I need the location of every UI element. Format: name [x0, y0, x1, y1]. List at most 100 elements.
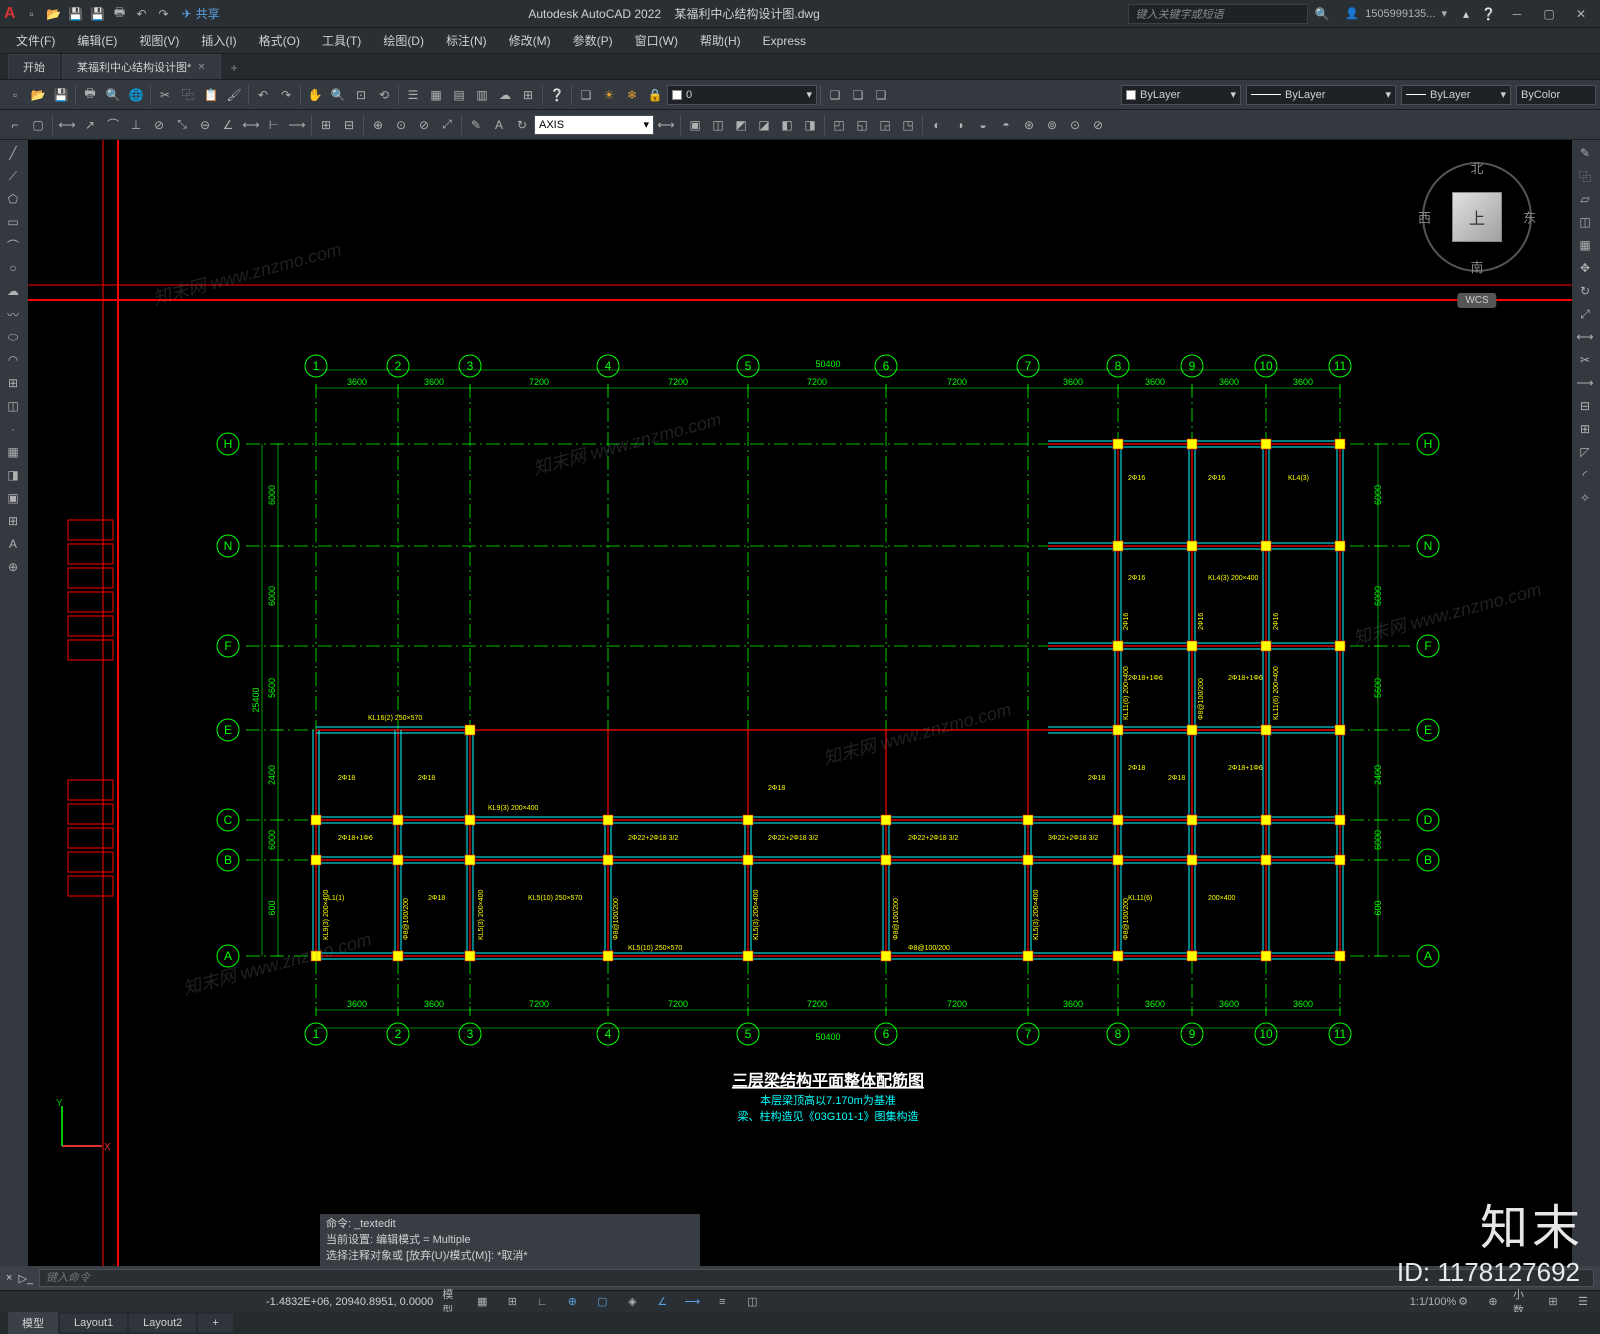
scale-icon[interactable]: ⤢ — [1574, 303, 1596, 325]
mod1-icon[interactable]: ▣ — [684, 114, 706, 136]
menu-12[interactable]: Express — [753, 30, 816, 52]
otrack-toggle[interactable]: ∠ — [651, 1293, 673, 1311]
extend-icon[interactable]: ⟶ — [1574, 372, 1596, 394]
block-icon[interactable]: ◫ — [2, 395, 24, 417]
jog-line-icon[interactable]: ⤢ — [436, 114, 458, 136]
ellipse-icon[interactable]: ⬭ — [2, 326, 24, 348]
layer-lock-icon[interactable]: 🔒 — [644, 84, 666, 106]
dim-linear-icon[interactable]: ⟷ — [56, 114, 78, 136]
tool-palette-icon[interactable]: ▤ — [448, 84, 470, 106]
undo-icon[interactable]: ↶ — [252, 84, 274, 106]
redo-icon[interactable]: ↷ — [156, 6, 172, 22]
menu-7[interactable]: 标注(N) — [436, 28, 497, 53]
viewcube-wcs[interactable]: WCS — [1457, 293, 1496, 308]
3dosnap-toggle[interactable]: ◈ — [621, 1293, 643, 1311]
model-space-button[interactable]: 模型 — [441, 1293, 463, 1311]
scale-button[interactable]: 1:1/100% — [1422, 1293, 1444, 1311]
tolerance-icon[interactable]: ⊕ — [367, 114, 389, 136]
dimstyles-icon[interactable]: ⟷ — [655, 114, 677, 136]
properties-icon[interactable]: ☰ — [402, 84, 424, 106]
zoom-icon[interactable]: 🔍 — [327, 84, 349, 106]
dim-update-icon[interactable]: ↻ — [511, 114, 533, 136]
add-sel-icon[interactable]: ⊕ — [2, 556, 24, 578]
pline-icon[interactable]: ⟋ — [2, 165, 24, 187]
match-icon[interactable]: 🖌 — [223, 84, 245, 106]
mod7-icon[interactable]: ◰ — [828, 114, 850, 136]
user-menu[interactable]: 👤 1505999135... ▾ — [1345, 7, 1447, 20]
layers-icon[interactable]: ❏ — [575, 84, 597, 106]
dim-angular-icon[interactable]: ∠ — [217, 114, 239, 136]
rect-icon[interactable]: ▭ — [2, 211, 24, 233]
open-icon[interactable]: 📂 — [46, 6, 62, 22]
design-icon[interactable]: ▦ — [425, 84, 447, 106]
tab-close-icon[interactable]: ✕ — [197, 62, 205, 73]
color-dropdown[interactable]: ByLayer ▾ — [1121, 85, 1241, 105]
layer-make-icon[interactable]: ❏ — [824, 84, 846, 106]
paste-icon[interactable]: 📋 — [200, 84, 222, 106]
circle-icon[interactable]: ○ — [2, 257, 24, 279]
dyn-toggle[interactable]: ⟶ — [681, 1293, 703, 1311]
stretch-icon[interactable]: ⟷ — [1574, 326, 1596, 348]
dim-ordinate-icon[interactable]: ⊥ — [125, 114, 147, 136]
layer-match-icon[interactable]: ❏ — [847, 84, 869, 106]
lineweight-dropdown[interactable]: ByLayer ▾ — [1401, 85, 1511, 105]
dim-space-icon[interactable]: ⊞ — [315, 114, 337, 136]
spline-icon[interactable]: 〰 — [2, 303, 24, 325]
array-icon[interactable]: ▦ — [1574, 234, 1596, 256]
rotate-icon[interactable]: ↻ — [1574, 280, 1596, 302]
copy-icon[interactable]: ⿻ — [177, 84, 199, 106]
undo-icon[interactable]: ↶ — [134, 6, 150, 22]
help-search[interactable]: 键入关键字或短语 — [1128, 4, 1308, 24]
menu-3[interactable]: 插入(I) — [191, 28, 246, 53]
dim-radius-icon[interactable]: ⊘ — [148, 114, 170, 136]
drawing-canvas[interactable]: 11223344556677889910101111HHNNFFEECDBBAA… — [28, 140, 1572, 1266]
share-button[interactable]: ✈ 共享 — [182, 5, 220, 22]
revcloud-icon[interactable]: ☁ — [2, 280, 24, 302]
layer-prev-icon[interactable]: ❏ — [870, 84, 892, 106]
menu-11[interactable]: 帮助(H) — [690, 28, 751, 53]
explode-icon[interactable]: ✧ — [1574, 487, 1596, 509]
hatch-icon[interactable]: ▦ — [2, 441, 24, 463]
lwt-toggle[interactable]: ≡ — [711, 1293, 733, 1311]
menu-9[interactable]: 参数(P) — [563, 28, 623, 53]
mirror-icon[interactable]: ▱ — [1574, 188, 1596, 210]
fillet-icon[interactable]: ◜ — [1574, 464, 1596, 486]
open-file-icon[interactable]: 📂 — [27, 84, 49, 106]
save-file-icon[interactable]: 💾 — [50, 84, 72, 106]
snap-toggle[interactable]: ⊞ — [501, 1293, 523, 1311]
tsp-toggle[interactable]: ◫ — [741, 1293, 763, 1311]
mtext-icon[interactable]: A — [2, 533, 24, 555]
center-icon[interactable]: ⊙ — [390, 114, 412, 136]
mod5-icon[interactable]: ◧ — [776, 114, 798, 136]
dim-aligned-icon[interactable]: ↗ — [79, 114, 101, 136]
ellipse-arc-icon[interactable]: ◠ — [2, 349, 24, 371]
menu-6[interactable]: 绘图(D) — [373, 28, 434, 53]
dim-quick-icon[interactable]: ⟷ — [240, 114, 262, 136]
zoom-prev-icon[interactable]: ⟲ — [373, 84, 395, 106]
new-icon[interactable]: ▫ — [24, 6, 40, 22]
grid-toggle[interactable]: ▦ — [471, 1293, 493, 1311]
sheet-icon[interactable]: ▥ — [471, 84, 493, 106]
save-icon[interactable]: 💾 — [68, 6, 84, 22]
tab-new[interactable]: + — [223, 57, 246, 79]
mod9-icon[interactable]: ◲ — [874, 114, 896, 136]
render3-icon[interactable]: ◒ — [972, 114, 994, 136]
calc-icon[interactable]: ⊞ — [517, 84, 539, 106]
line-icon[interactable]: ╱ — [2, 142, 24, 164]
search-icon[interactable]: 🔍 — [1314, 7, 1329, 21]
print-icon[interactable]: 🖶 — [79, 84, 101, 106]
status-more-icon[interactable]: ☰ — [1572, 1293, 1594, 1311]
help-icon[interactable]: ❔ — [1481, 7, 1496, 21]
minimize-button[interactable]: ─ — [1502, 4, 1532, 24]
app-exchange-icon[interactable]: ▴ — [1463, 7, 1469, 21]
deci-label[interactable]: 小数 — [1512, 1293, 1534, 1311]
viewcube-north[interactable]: 北 — [1470, 158, 1483, 177]
dim-continue-icon[interactable]: ⟶ — [286, 114, 308, 136]
new-file-icon[interactable]: ▫ — [4, 84, 26, 106]
move-icon[interactable]: ✥ — [1574, 257, 1596, 279]
mod10-icon[interactable]: ◳ — [897, 114, 919, 136]
mod4-icon[interactable]: ◪ — [753, 114, 775, 136]
join-icon[interactable]: ⊞ — [1574, 418, 1596, 440]
dim-arc-icon[interactable]: ⌒ — [102, 114, 124, 136]
mod3-icon[interactable]: ◩ — [730, 114, 752, 136]
